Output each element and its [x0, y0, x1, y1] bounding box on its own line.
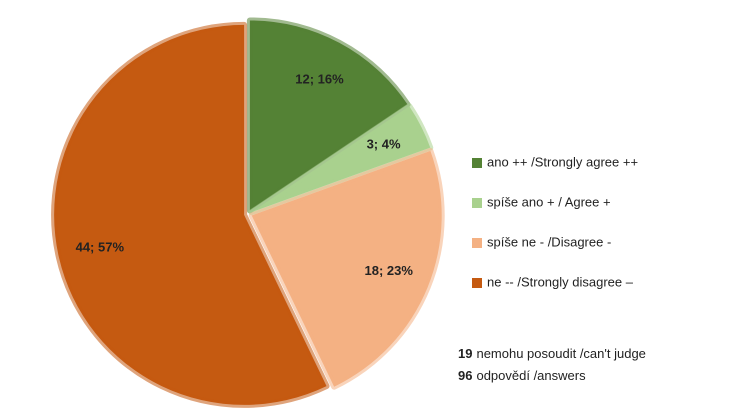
- pie-slice: [248, 103, 434, 216]
- note: 96 odpovědí /answers: [458, 368, 586, 383]
- data-label: 3; 4%: [367, 137, 401, 152]
- legend-swatch: [472, 198, 482, 208]
- legend-label: ne -- /Strongly disagree –: [487, 274, 634, 289]
- pie-slice: [51, 21, 330, 408]
- legend-swatch: [472, 278, 482, 288]
- pie-slice: [248, 147, 445, 390]
- pie: 12; 16% 3; 4% 18; 23% 44; 57%: [51, 17, 445, 408]
- note-count: 19: [458, 346, 472, 361]
- note-text: odpovědí /answers: [476, 368, 586, 383]
- legend-swatch: [472, 238, 482, 248]
- note: 19 nemohu posoudit /can't judge: [458, 346, 646, 361]
- pie-slice: [246, 17, 411, 214]
- data-label: 44; 57%: [76, 239, 125, 254]
- notes: 19 nemohu posoudit /can't judge 96 odpovědí…: [458, 346, 646, 383]
- legend-label: ano ++ /Strongly agree ++: [487, 154, 638, 169]
- legend-label: spíše ne - /Disagree -: [487, 234, 611, 249]
- legend: ano ++ /Strongly agree ++ spíše ano + / A…: [472, 154, 638, 289]
- legend-swatch: [472, 158, 482, 168]
- note-count: 96: [458, 368, 472, 383]
- note-text: nemohu posoudit /can't judge: [476, 346, 645, 361]
- data-label: 12; 16%: [295, 71, 344, 86]
- legend-label: spíše ano + / Agree +: [487, 194, 611, 209]
- data-label: 18; 23%: [365, 263, 414, 278]
